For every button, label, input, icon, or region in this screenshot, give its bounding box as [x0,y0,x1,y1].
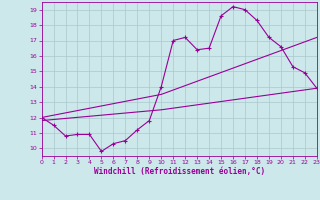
X-axis label: Windchill (Refroidissement éolien,°C): Windchill (Refroidissement éolien,°C) [94,167,265,176]
